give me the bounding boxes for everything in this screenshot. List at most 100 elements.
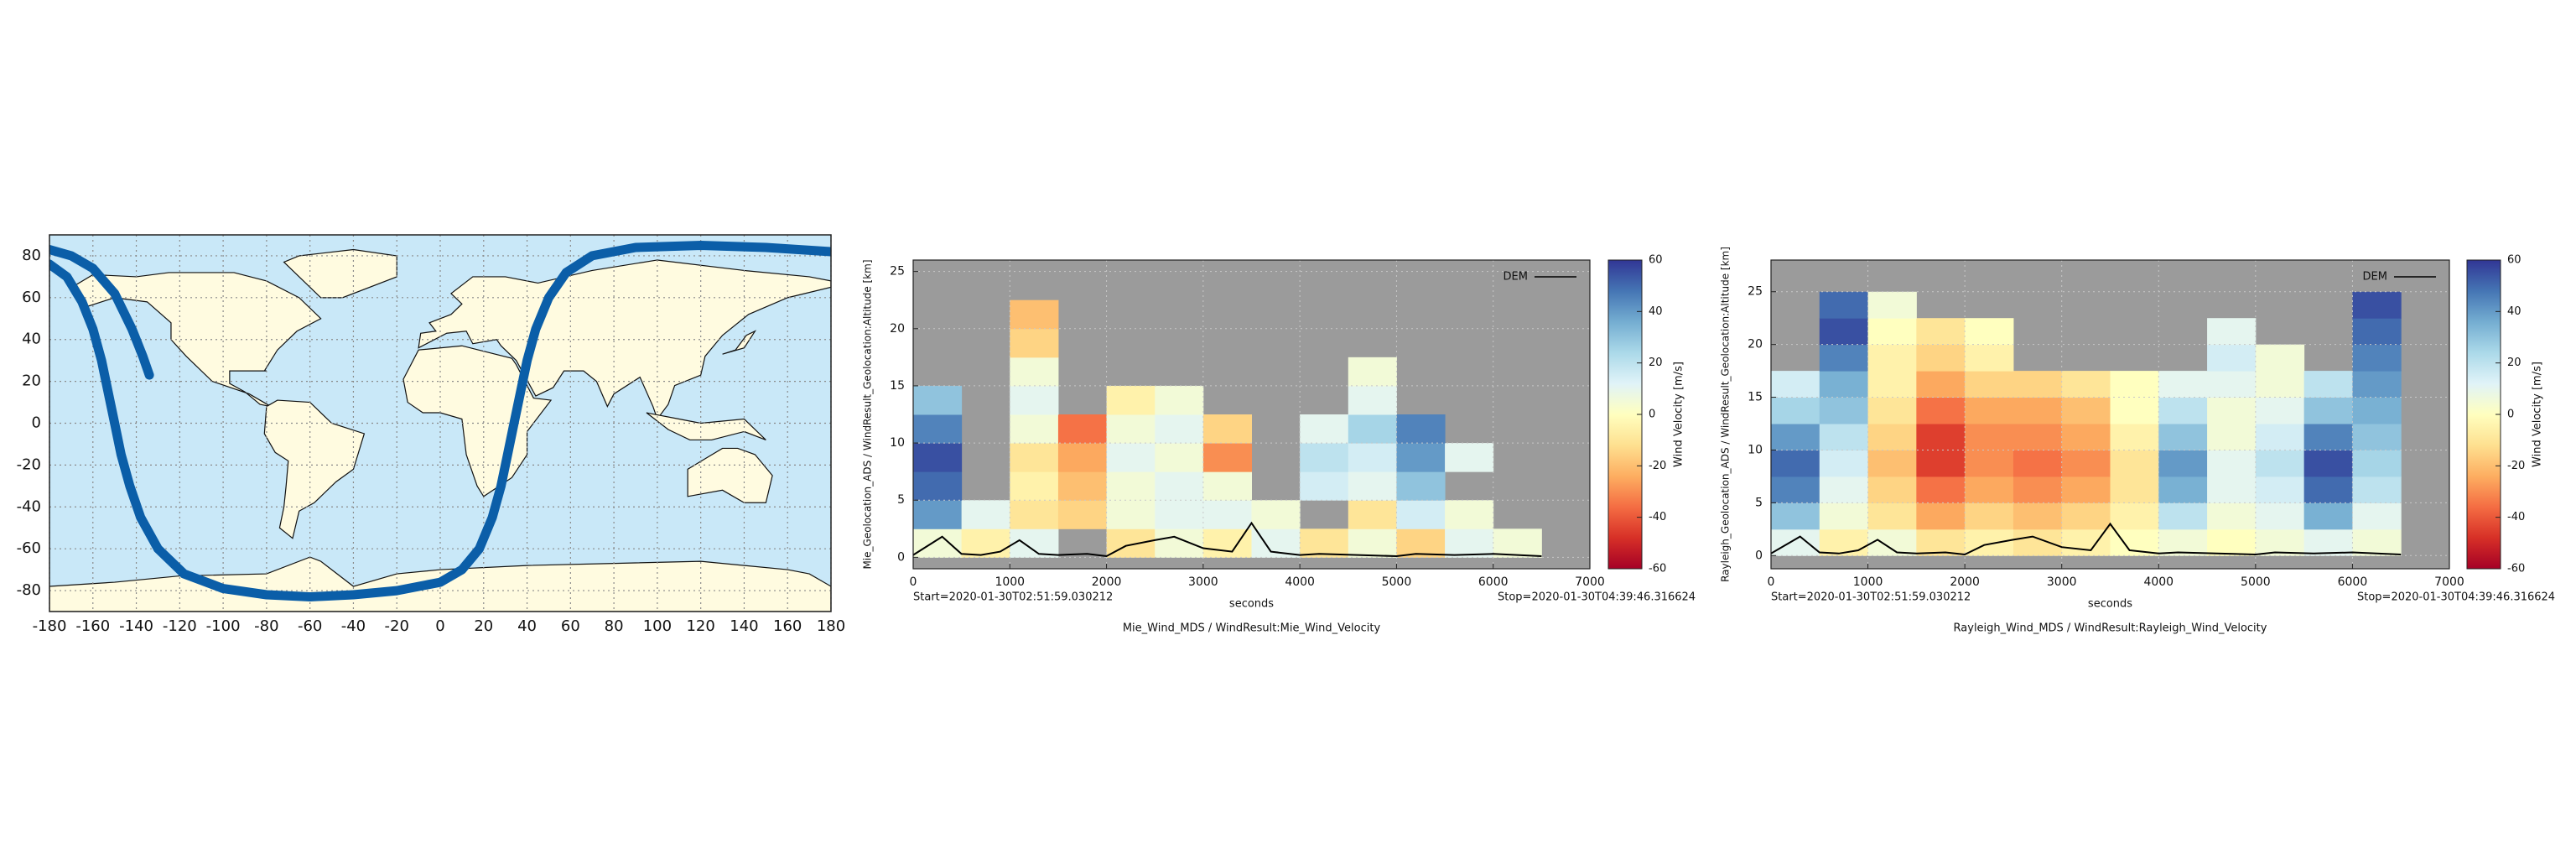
- dem-line: [1771, 522, 2402, 556]
- cell: [1155, 471, 1204, 501]
- cell: [1057, 414, 1108, 444]
- colorbar-tick-label: 60: [1649, 254, 1663, 267]
- y-axis-label: Mie_Geolocation_ADS / WindResult_Geoloca…: [862, 259, 874, 569]
- cell: [1010, 328, 1059, 358]
- cell: [1251, 500, 1301, 529]
- cell: [2352, 397, 2402, 424]
- cell: [2012, 528, 2063, 556]
- colorbar-tick-label: -20: [1649, 460, 1666, 472]
- cell: [1867, 424, 1917, 450]
- colorbar-tick-label: 0: [2507, 409, 2514, 421]
- cell: [1965, 397, 2014, 424]
- x-tick-label: 7000: [1575, 575, 1605, 589]
- cell: [1300, 471, 1349, 501]
- cell: [1010, 357, 1059, 387]
- cell: [2255, 450, 2305, 477]
- cell: [2255, 344, 2305, 372]
- cell: [1965, 450, 2014, 477]
- colorbar: [2466, 259, 2501, 570]
- x-tick-label: 5000: [1382, 575, 1412, 589]
- cell: [2061, 450, 2111, 477]
- cell: [2303, 397, 2353, 424]
- colorbar-tick-label: 0: [1649, 409, 1655, 421]
- x-tick-label: 100: [643, 617, 672, 635]
- cell: [1965, 371, 2014, 398]
- cell: [913, 471, 963, 501]
- cell: [2158, 450, 2208, 477]
- cell: [1057, 443, 1108, 472]
- y-tick-label: 40: [22, 331, 41, 348]
- cell: [2061, 371, 2111, 398]
- cell: [2303, 528, 2353, 556]
- cell: [1916, 397, 1966, 424]
- colorbar-tick-label: -20: [2507, 460, 2525, 472]
- cell: [1155, 500, 1204, 529]
- cell: [2352, 371, 2402, 398]
- cell: [1106, 385, 1156, 415]
- cell: [1819, 291, 1869, 319]
- cell: [1819, 397, 1869, 424]
- x-tick-label: 60: [561, 617, 580, 635]
- cell: [1916, 424, 1966, 450]
- cell: [2207, 397, 2257, 424]
- colorbar-tick-label: 40: [1649, 305, 1663, 318]
- cell: [1867, 450, 1917, 477]
- cell: [2061, 424, 2111, 450]
- cell: [1057, 471, 1108, 501]
- cell: [2303, 424, 2353, 450]
- x-tick-label: 6000: [2338, 575, 2368, 589]
- stop-label: Stop=2020-01-30T04:39:46.316624: [2357, 591, 2555, 604]
- colorbar-tick-label: -60: [2507, 563, 2525, 575]
- dem-line: [913, 521, 1542, 558]
- cell: [1155, 443, 1204, 472]
- cell: [1155, 528, 1204, 558]
- y-tick-label: 80: [22, 247, 41, 264]
- cell: [2207, 502, 2257, 530]
- cell: [2255, 502, 2305, 530]
- cell: [2012, 502, 2063, 530]
- cells: [913, 299, 1542, 558]
- cell: [2012, 371, 2063, 398]
- x-tick-label: -40: [341, 617, 366, 635]
- plot-frame: [1770, 259, 2450, 570]
- x-tick-label: 7000: [2434, 575, 2464, 589]
- colorbar-tick-label: 20: [1649, 357, 1663, 369]
- cell: [2061, 476, 2111, 503]
- start-label: Start=2020-01-30T02:51:59.030212: [913, 591, 1113, 604]
- cell: [2352, 450, 2402, 477]
- cell: [2207, 476, 2257, 503]
- cell: [1819, 371, 1869, 398]
- cell: [1348, 528, 1397, 558]
- y-tick-label: 0: [1755, 549, 1763, 562]
- cell: [1057, 500, 1108, 529]
- y-tick-label: 20: [890, 322, 905, 336]
- cell: [1396, 528, 1446, 558]
- y-tick-label: 5: [1755, 496, 1763, 509]
- cell: [1348, 471, 1397, 501]
- africa: [403, 346, 551, 497]
- cell: [2352, 318, 2402, 346]
- cell: [2012, 424, 2063, 450]
- x-tick-label: -160: [75, 617, 110, 635]
- cell: [1916, 450, 1966, 477]
- cell: [2303, 476, 2353, 503]
- y-tick-label: 20: [22, 372, 41, 390]
- cell: [1396, 443, 1446, 472]
- colorbar: [1607, 259, 1643, 570]
- cell: [1916, 344, 1966, 372]
- cell: [2352, 502, 2402, 530]
- south-america: [264, 400, 364, 539]
- cell: [913, 528, 963, 558]
- cell: [1965, 502, 2014, 530]
- cell: [913, 443, 963, 472]
- continents: [49, 249, 831, 611]
- cell: [2352, 424, 2402, 450]
- cell: [1493, 528, 1542, 558]
- cell: [1867, 502, 1917, 530]
- x-tick-label: 160: [773, 617, 802, 635]
- cell: [1010, 443, 1059, 472]
- x-tick-label: 2000: [1092, 575, 1122, 589]
- cell: [913, 385, 963, 415]
- cell: [2255, 528, 2305, 556]
- cell: [1106, 528, 1156, 558]
